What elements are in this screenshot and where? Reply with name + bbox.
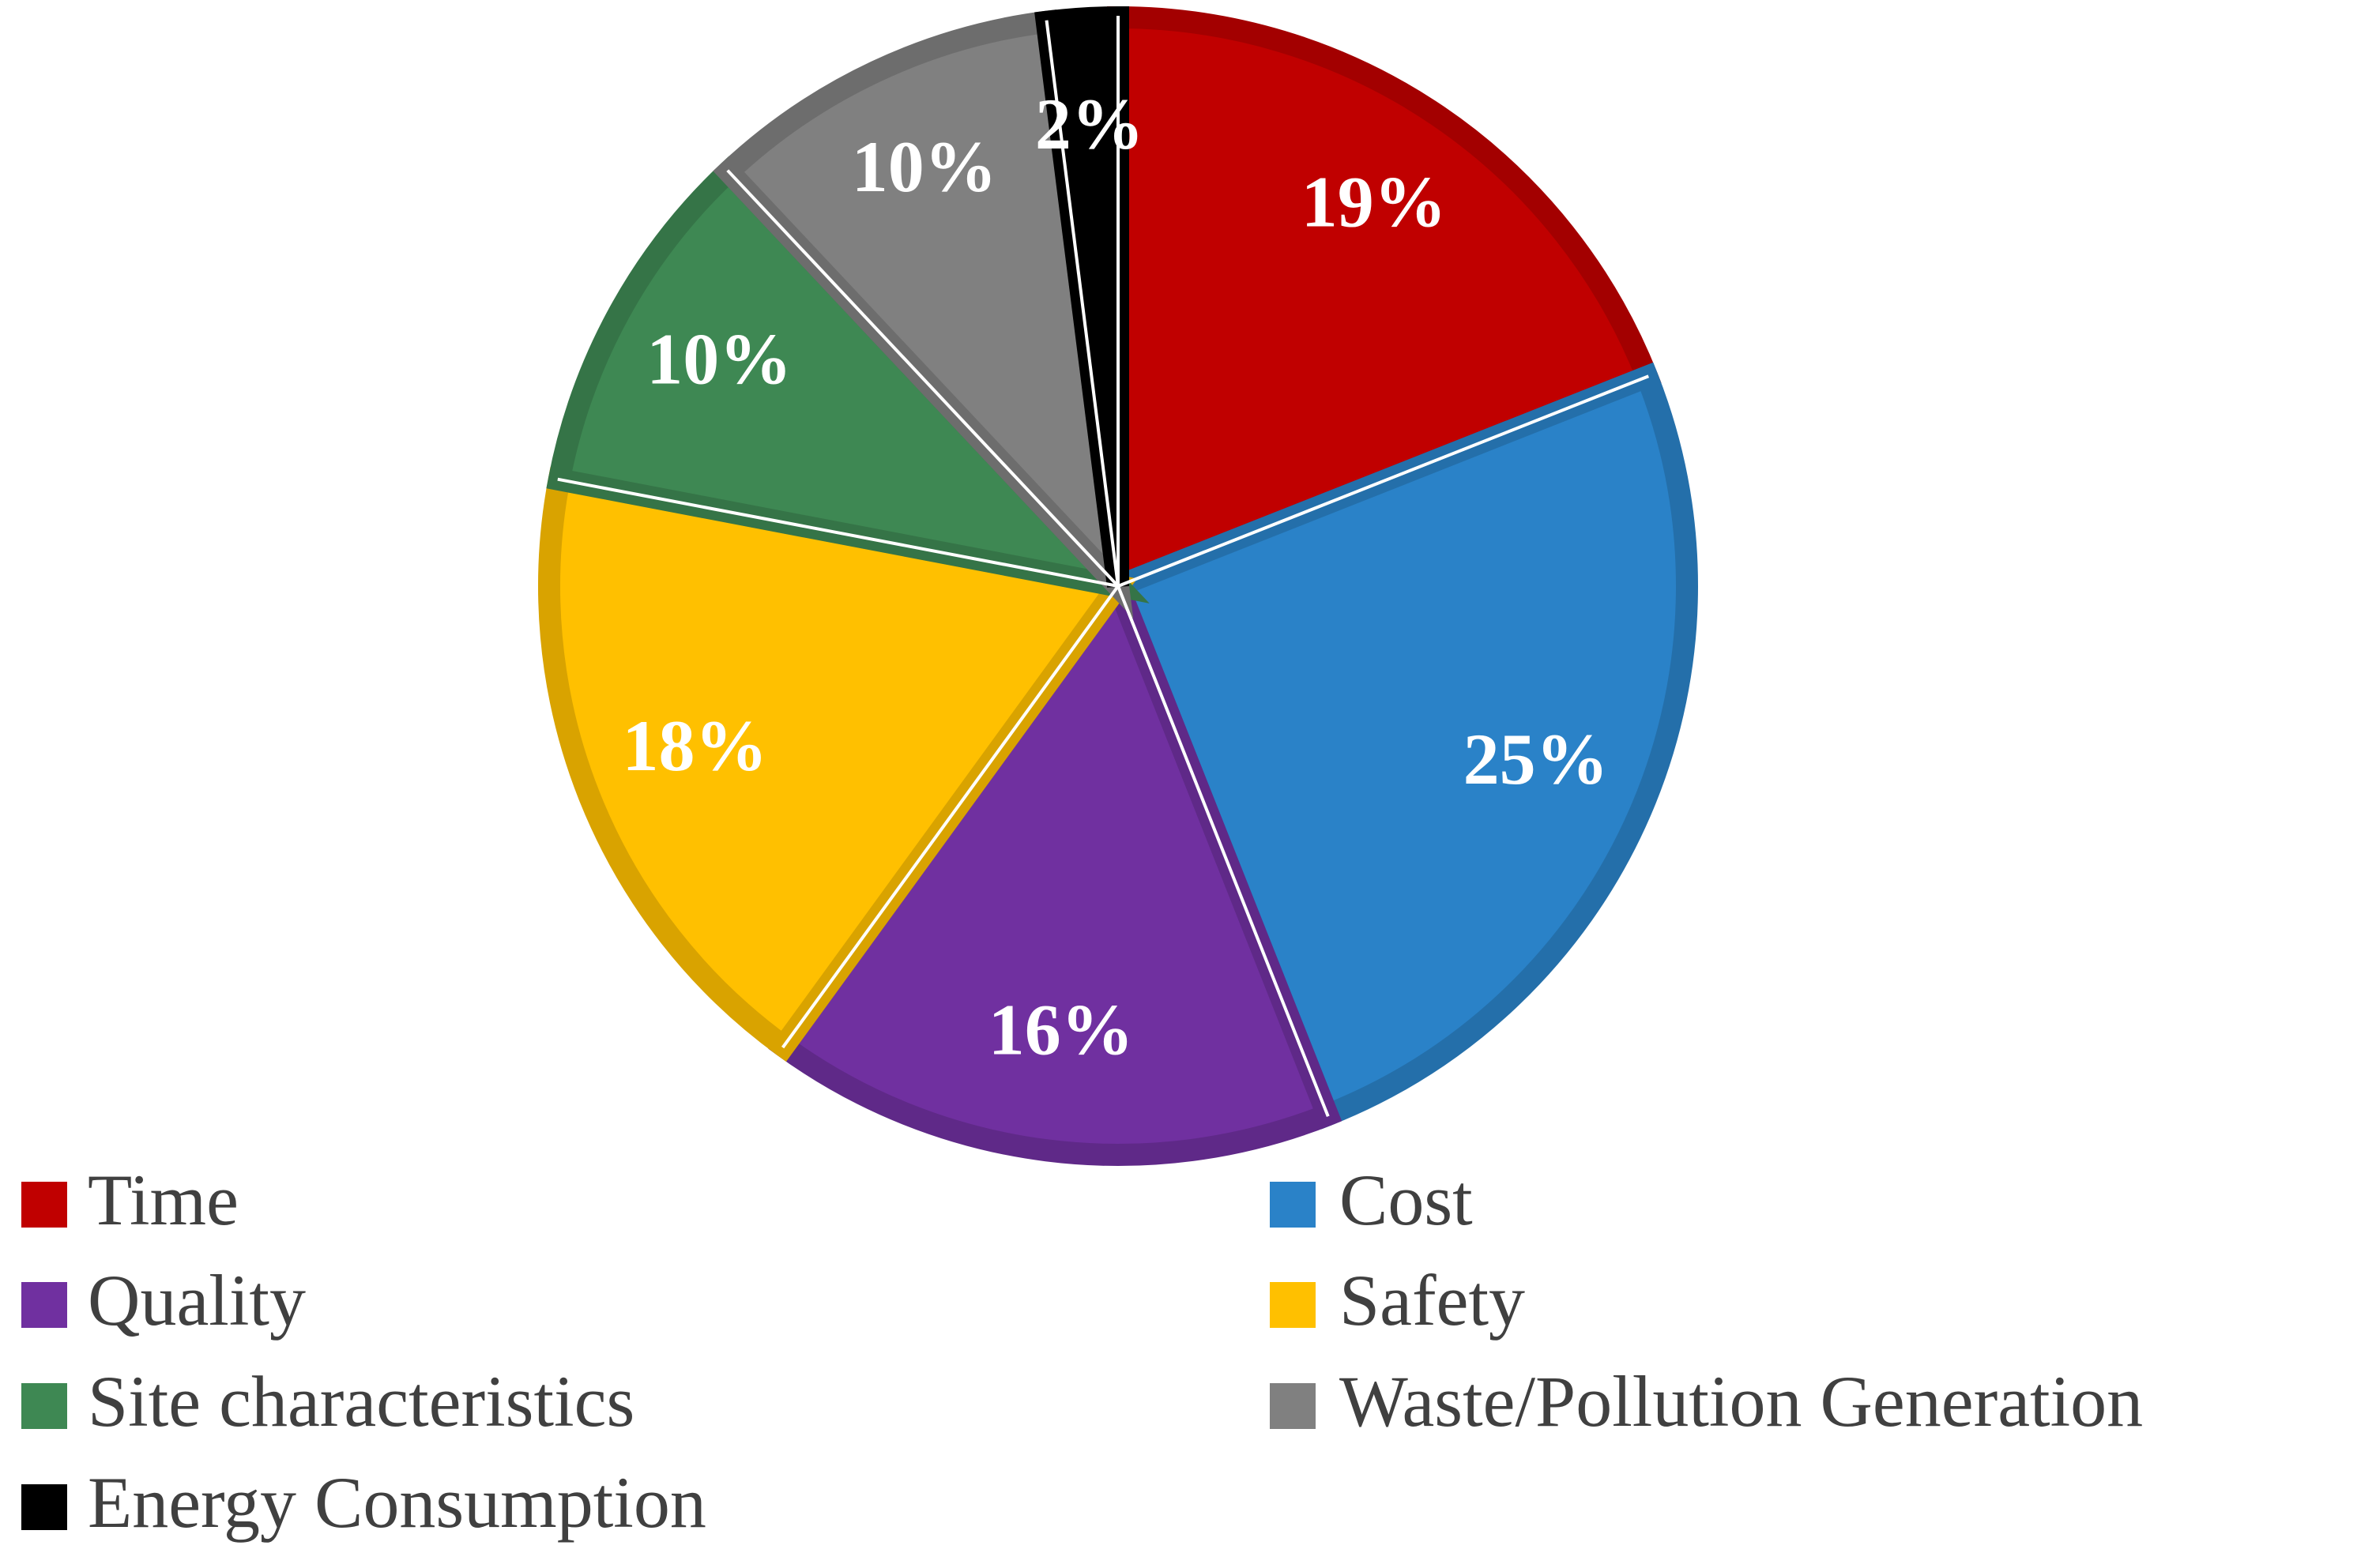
legend-swatch	[21, 1484, 67, 1530]
data-label: 18%	[622, 705, 767, 786]
slice-separator	[726, 169, 1120, 588]
legend-label: Quality	[88, 1260, 306, 1341]
legend-label: Energy Consumption	[88, 1462, 706, 1543]
legend-label: Cost	[1339, 1160, 1473, 1240]
legend-label: Site characteristics	[88, 1361, 634, 1442]
legend-swatch	[21, 1182, 67, 1228]
slice-separator	[1116, 585, 1330, 1118]
legend-swatch	[21, 1383, 67, 1429]
slice-separator	[1045, 20, 1120, 587]
data-label: 16%	[988, 990, 1134, 1070]
data-label: 25%	[1463, 719, 1609, 799]
pie-slice	[546, 156, 1150, 604]
legend-label: Waste/Pollution Generation	[1339, 1361, 2143, 1442]
data-label: 19%	[1301, 162, 1447, 243]
pie-slice	[713, 9, 1134, 619]
slice-separator	[781, 585, 1120, 1049]
pie-slice	[538, 466, 1138, 1062]
slice-separator	[557, 477, 1119, 588]
legend-swatch	[1270, 1383, 1316, 1429]
pie-slice	[768, 563, 1342, 1166]
legend-label: Safety	[1339, 1260, 1525, 1341]
data-label: 2%	[1035, 84, 1144, 164]
pie-slice	[1107, 6, 1662, 603]
slice-separator	[1117, 374, 1650, 588]
data-label: 10%	[646, 319, 792, 400]
legend-swatch	[21, 1282, 67, 1328]
data-label: 10%	[852, 126, 997, 207]
legend-swatch	[1270, 1282, 1316, 1328]
legend-swatch	[1270, 1182, 1316, 1228]
legend-label: Time	[88, 1160, 239, 1240]
